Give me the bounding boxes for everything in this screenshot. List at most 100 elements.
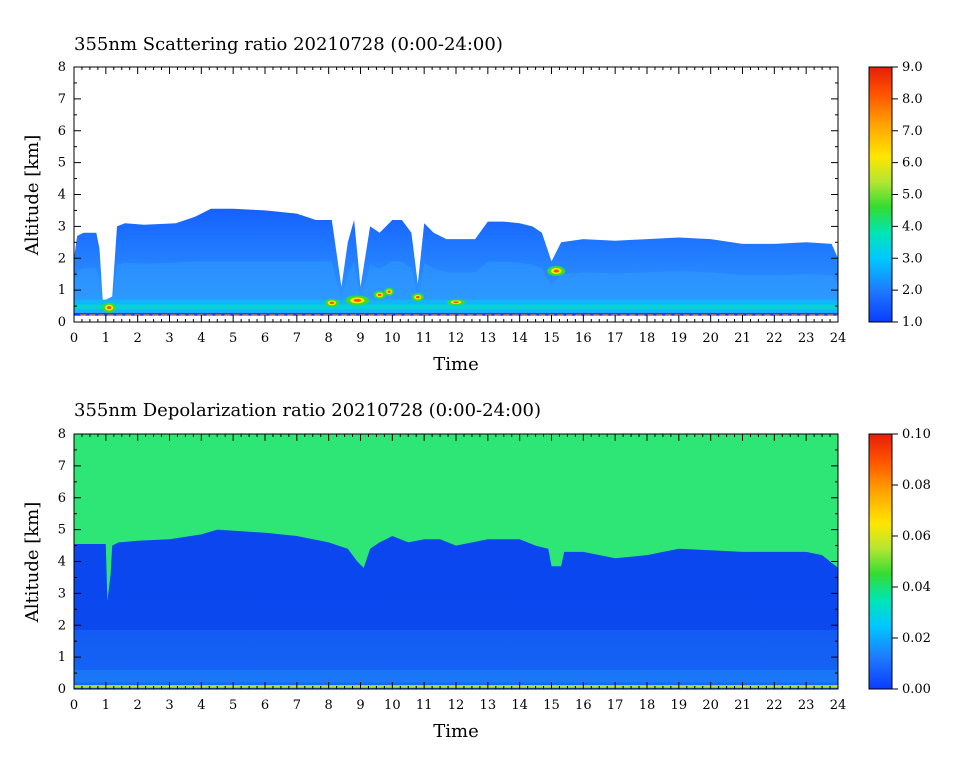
x-tick-label: 9 <box>356 331 364 346</box>
x-tick-label: 16 <box>575 331 592 346</box>
x-tick-label: 16 <box>575 698 592 713</box>
x-tick-label: 11 <box>416 698 433 713</box>
surface-layer <box>74 669 838 683</box>
y-tick-label: 5 <box>58 156 66 171</box>
x-tick-label: 19 <box>671 331 688 346</box>
y-axis-label: Altitude [km] <box>22 502 43 624</box>
high-ratio-spot-peak <box>329 301 334 305</box>
chart-title: 355nm Scattering ratio 20210728 (0:00-24… <box>74 34 503 55</box>
colorbar-ticks: 0.00 0.02 0.04 0.06 0.08 0.10 <box>892 427 931 697</box>
x-tick-label: 3 <box>165 698 173 713</box>
x-tick-label: 17 <box>607 698 624 713</box>
x-tick-label: 12 <box>448 331 465 346</box>
ground-level-band <box>74 313 838 316</box>
boundary-layer-core <box>74 304 838 310</box>
x-tick-label: 5 <box>229 331 237 346</box>
x-tick-label: 24 <box>830 698 847 713</box>
colorbar-tick-label: 0.06 <box>902 529 931 544</box>
high-ratio-spot-peak <box>553 269 559 273</box>
high-ratio-spot-peak <box>377 293 382 297</box>
y-tick-label: 8 <box>58 60 66 75</box>
colorbar-tick-label: 4.0 <box>902 219 923 234</box>
y-tick-label: 7 <box>58 459 66 474</box>
colorbar-tick-label: 5.0 <box>902 188 923 203</box>
x-tick-label: 13 <box>480 331 497 346</box>
x-axis-label: Time <box>433 354 478 375</box>
x-tick-label: 18 <box>639 331 656 346</box>
x-tick-label: 8 <box>325 698 333 713</box>
colorbar-tick-label: 6.0 <box>902 156 923 171</box>
x-tick-label: 0 <box>70 331 78 346</box>
y-tick-label: 5 <box>58 523 66 538</box>
y-tick-label: 1 <box>58 283 66 298</box>
x-tick-label: 15 <box>543 698 560 713</box>
x-tick-label: 10 <box>384 331 401 346</box>
x-tick-label: 1 <box>102 331 110 346</box>
x-tick-label: 21 <box>734 331 751 346</box>
x-tick-label: 22 <box>766 698 783 713</box>
x-tick-label: 19 <box>671 698 688 713</box>
colorbar-ticks: 1.0 2.0 3.0 4.0 5.0 6.0 7.0 8.0 9.0 <box>892 60 923 330</box>
x-tick-label: 6 <box>261 698 269 713</box>
x-tick-label: 7 <box>293 698 301 713</box>
y-tick-label: 4 <box>58 555 66 570</box>
x-tick-label: 2 <box>134 698 142 713</box>
plot-data <box>74 434 838 689</box>
y-tick-label: 8 <box>58 427 66 442</box>
x-tick-label: 14 <box>511 331 528 346</box>
x-tick-label: 1 <box>102 698 110 713</box>
axes: 0 1 2 3 4 5 6 7 8 9 10 11 12 13 14 15 16 17 18 19 20 21 22 23 24… <box>58 60 847 346</box>
y-tick-label: 6 <box>58 491 66 506</box>
high-ratio-spot-peak <box>453 301 459 304</box>
y-tick-label: 4 <box>58 188 66 203</box>
y-tick-label: 1 <box>58 650 66 665</box>
colorbar-tick-label: 8.0 <box>902 92 923 107</box>
x-tick-label: 3 <box>165 331 173 346</box>
x-tick-label: 11 <box>416 331 433 346</box>
y-axis-label: Altitude [km] <box>22 135 43 257</box>
high-ratio-spot-peak <box>353 298 361 302</box>
colorbar-tick-label: 0.08 <box>902 478 931 493</box>
colorbar <box>868 433 893 690</box>
y-tick-label: 6 <box>58 124 66 139</box>
x-tick-label: 6 <box>261 331 269 346</box>
high-ratio-spot-peak <box>106 306 112 310</box>
high-ratio-spot-peak <box>416 295 420 299</box>
y-tick-label: 2 <box>58 618 66 633</box>
x-tick-label: 4 <box>197 331 205 346</box>
scattering-ratio-panel: 355nm Scattering ratio 20210728 (0:00-24… <box>22 34 923 375</box>
x-tick-label: 24 <box>830 331 847 346</box>
colorbar-tick-label: 0.02 <box>902 631 931 646</box>
axes: 0 1 2 3 4 5 6 7 8 9 10 11 12 13 14 15 16 17 18 19 20 21 22 23 24… <box>58 427 847 713</box>
x-tick-label: 12 <box>448 698 465 713</box>
x-tick-label: 0 <box>70 698 78 713</box>
depolarization-ratio-panel: 355nm Depolarization ratio 20210728 (0:0… <box>22 400 931 742</box>
x-tick-label: 4 <box>197 698 205 713</box>
x-tick-label: 2 <box>134 331 142 346</box>
x-tick-label: 20 <box>702 331 719 346</box>
x-tick-label: 10 <box>384 698 401 713</box>
y-tick-label: 3 <box>58 219 66 234</box>
x-tick-label: 17 <box>607 331 624 346</box>
y-tick-label: 7 <box>58 92 66 107</box>
y-tick-label: 0 <box>58 682 66 697</box>
colorbar-tick-label: 0.04 <box>902 580 931 595</box>
y-tick-label: 2 <box>58 251 66 266</box>
colorbar-tick-label: 9.0 <box>902 60 923 75</box>
colorbar-tick-label: 7.0 <box>902 124 923 139</box>
colorbar-tick-label: 1.0 <box>902 315 923 330</box>
x-tick-label: 18 <box>639 698 656 713</box>
x-tick-label: 22 <box>766 331 783 346</box>
colorbar-tick-label: 0.10 <box>902 427 931 442</box>
y-tick-label: 3 <box>58 586 66 601</box>
x-tick-label: 13 <box>480 698 497 713</box>
x-tick-label: 8 <box>325 331 333 346</box>
x-tick-label: 23 <box>798 331 815 346</box>
colorbar-tick-label: 3.0 <box>902 251 923 266</box>
x-axis-label: Time <box>433 721 478 742</box>
x-tick-label: 5 <box>229 698 237 713</box>
plot-data <box>74 208 838 316</box>
chart-title: 355nm Depolarization ratio 20210728 (0:0… <box>74 400 541 421</box>
x-tick-label: 7 <box>293 331 301 346</box>
